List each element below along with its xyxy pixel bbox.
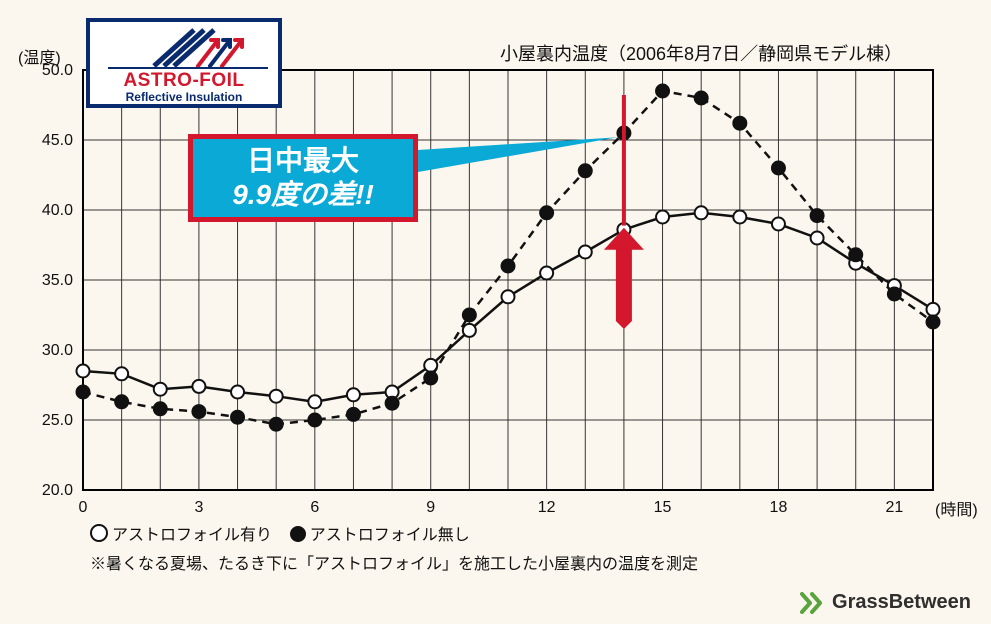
legend: アストロフォイル有り アストロフォイル無し — [90, 524, 470, 548]
logo-box: ASTRO-FOIL Reflective Insulation — [86, 18, 282, 108]
logo-brand-text: ASTRO-FOIL — [98, 70, 270, 92]
svg-text:45.0: 45.0 — [42, 132, 73, 149]
logo-graphic — [98, 26, 278, 70]
footnote: ※暑くなる夏場、たるき下に「アストロフォイル」を施工した小屋裏内の温度を測定 — [90, 550, 698, 574]
svg-text:0: 0 — [79, 499, 88, 516]
svg-text:40.0: 40.0 — [42, 202, 73, 219]
svg-text:30.0: 30.0 — [42, 342, 73, 359]
svg-text:15: 15 — [654, 499, 672, 516]
logo-tagline: Reflective Insulation — [98, 90, 270, 104]
chart-container: (温度) 小屋裏内温度（2006年8月7日／静岡県モデル棟） 20.0 25.0 3… — [0, 0, 991, 624]
callout-line1: 日中最大 — [232, 144, 374, 178]
svg-text:35.0: 35.0 — [42, 272, 73, 289]
svg-text:21: 21 — [885, 499, 903, 516]
legend-marker-solid — [290, 526, 306, 542]
callout-box: 日中最大 9.9度の差!! — [188, 134, 418, 222]
legend-text-2: アストロフォイル無し — [310, 527, 470, 544]
footer-brand: GrassBetween — [800, 591, 971, 614]
footer-chevron-icon — [800, 592, 826, 614]
svg-text:20.0: 20.0 — [42, 482, 73, 499]
legend-text-1: アストロフォイル有り — [112, 527, 272, 544]
x-axis-title: (時間) — [935, 496, 978, 520]
svg-text:25.0: 25.0 — [42, 412, 73, 429]
svg-text:9: 9 — [426, 499, 435, 516]
svg-text:12: 12 — [538, 499, 556, 516]
chart-title: 小屋裏内温度（2006年8月7日／静岡県モデル棟） — [500, 40, 902, 66]
y-axis-title: (温度) — [18, 44, 61, 68]
svg-text:18: 18 — [770, 499, 788, 516]
svg-text:3: 3 — [194, 499, 203, 516]
legend-marker-open — [90, 524, 108, 542]
callout-line2: 9.9度の差!! — [232, 178, 374, 212]
footer-brand-text: GrassBetween — [832, 591, 971, 614]
svg-text:6: 6 — [310, 499, 319, 516]
